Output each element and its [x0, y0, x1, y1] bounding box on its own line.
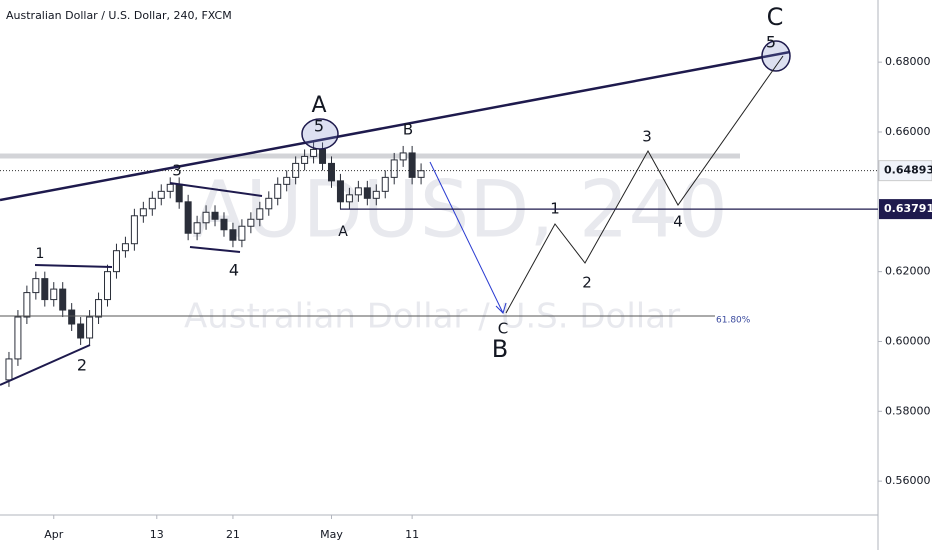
candle-body: [148, 197, 156, 210]
wave-circle: [761, 40, 791, 72]
wave-label: 4: [229, 261, 239, 280]
x-tick-label: Apr: [44, 528, 64, 541]
price-label: 0.63791: [884, 202, 932, 215]
candle-body: [345, 194, 353, 203]
y-tick-label: 0.62000: [885, 265, 931, 278]
price-label: 0.64893: [884, 164, 932, 177]
wave-label: 4: [673, 213, 683, 231]
candle-body: [130, 215, 138, 245]
chart-title: Australian Dollar / U.S. Dollar, 240, FX…: [6, 9, 232, 22]
candle-body: [166, 183, 174, 192]
candle-body: [23, 292, 31, 318]
projection-path: [505, 55, 784, 314]
candle-body: [256, 208, 264, 220]
candle-body: [50, 288, 58, 301]
wave-label: 1: [550, 200, 560, 218]
candle-body: [292, 162, 300, 178]
watermark-subtitle: Australian Dollar / U.S. Dollar: [184, 297, 680, 337]
wave-label: B: [403, 121, 413, 139]
candle-body: [14, 316, 22, 360]
candle-body: [399, 152, 407, 161]
candle-body: [319, 148, 327, 164]
x-tick-label: 13: [150, 528, 164, 541]
candle-body: [95, 299, 103, 318]
watermark: AUDUSD, 240: [192, 165, 728, 255]
candle-body: [211, 211, 219, 220]
candle-body: [157, 190, 165, 199]
candle-body: [41, 278, 49, 301]
wave-label: 2: [77, 356, 87, 375]
wave-label: A: [311, 93, 326, 118]
price-label-box: [878, 160, 932, 182]
candle-body: [77, 323, 85, 339]
candle-body: [390, 159, 398, 178]
y-tick-label: 0.60000: [885, 334, 931, 347]
candle-body: [301, 155, 309, 164]
y-tick-label: 0.58000: [885, 404, 931, 417]
candle-body: [220, 218, 228, 231]
candle-body: [86, 316, 94, 339]
candle-body: [381, 176, 389, 192]
candle-body: [372, 190, 380, 199]
wave-label: 2: [582, 274, 592, 292]
wave-label: 1: [36, 246, 45, 262]
fib-label: 61.80%: [716, 315, 751, 325]
x-tick-label: 21: [226, 528, 240, 541]
wave-label: C: [767, 3, 784, 31]
trendline: [0, 344, 91, 386]
trendline: [189, 246, 241, 253]
trendline: [34, 264, 113, 268]
wave-label: C: [498, 320, 508, 338]
candle-body: [112, 250, 120, 273]
candle-body: [274, 183, 282, 199]
drawings: [0, 40, 791, 386]
candle-body: [283, 176, 291, 185]
candles: [5, 142, 425, 387]
candle-body: [104, 271, 112, 301]
candle-body: [327, 162, 335, 182]
candle-body: [336, 180, 344, 203]
candle-body: [59, 288, 67, 311]
candle-body: [175, 183, 183, 203]
wave-label: 5: [766, 33, 776, 52]
y-tick-label: 0.56000: [885, 474, 931, 487]
price-label-box: [879, 199, 932, 220]
y-tick-label: 0.66000: [885, 125, 931, 138]
candle-body: [417, 170, 425, 178]
projection-arrow: [429, 161, 504, 314]
candle-body: [32, 278, 40, 294]
trendline: [0, 50, 791, 202]
candle-body: [139, 208, 147, 217]
candle-body: [68, 309, 76, 325]
wave-circle: [301, 118, 339, 150]
x-tick-label: 11: [405, 528, 419, 541]
candle-body: [193, 222, 201, 234]
y-tick-label: 0.68000: [885, 55, 931, 68]
candle-body: [184, 201, 192, 234]
candle-body: [121, 243, 129, 252]
candle-body: [202, 211, 210, 224]
candle-body: [354, 187, 362, 196]
candle-body: [310, 148, 318, 157]
candle-body: [238, 225, 246, 241]
wave-label: 5: [314, 117, 324, 136]
candle-body: [229, 229, 237, 241]
candle-body: [408, 152, 416, 178]
candle-body: [5, 358, 13, 381]
candle-body: [363, 187, 371, 199]
wave-label: B: [492, 335, 508, 363]
trendline: [169, 182, 263, 197]
x-tick-label: May: [320, 528, 343, 541]
arrow-head: [495, 302, 507, 314]
wave-label: A: [338, 224, 348, 240]
candle-body: [247, 218, 255, 227]
candle-body: [265, 197, 273, 210]
wave-label: 3: [642, 128, 652, 146]
